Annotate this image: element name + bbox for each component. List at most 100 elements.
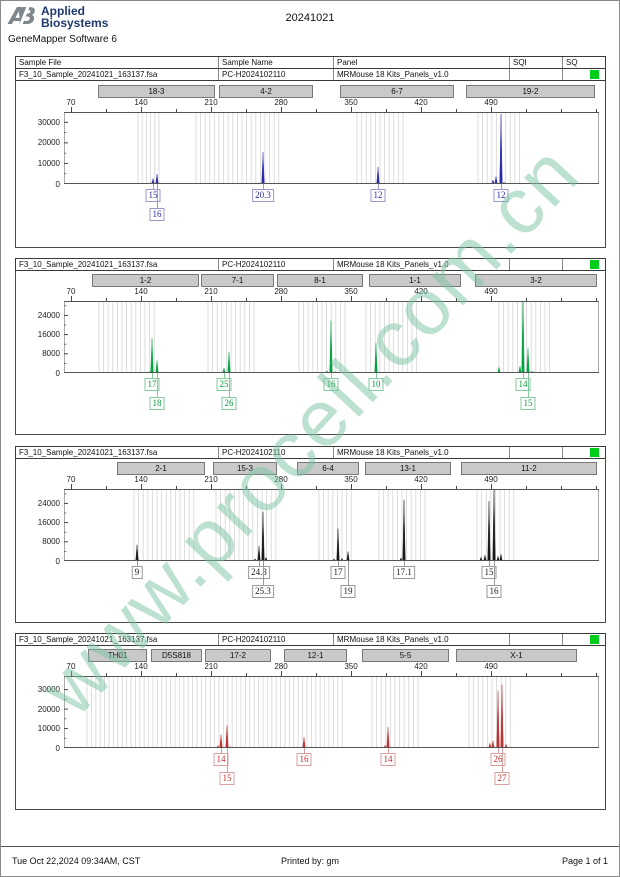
marker-bin-row: 2-1 15-3 6-4 13-1 11-2 — [64, 462, 599, 475]
brand-line-1: Applied — [41, 4, 85, 18]
allele-leader-line — [304, 748, 305, 753]
x-tick-mark — [491, 296, 492, 301]
x-tick-label: 70 — [66, 287, 76, 296]
marker-bin-row: TH01 D5S818 17-2 12-1 5-5 X-1 — [64, 649, 599, 662]
x-minor-tick-mark — [176, 298, 177, 301]
column-header-sqi: SQI — [510, 57, 563, 68]
allele-leader-line — [338, 561, 339, 566]
marker-bin-D5S818: D5S818 — [151, 649, 202, 662]
allele-call-label: 16 — [486, 585, 502, 598]
marker-bin-13-1: 13-1 — [365, 462, 451, 475]
allele-labels-row: 15 16 20.3 12 12 — [64, 184, 599, 230]
x-minor-tick-mark — [456, 486, 457, 489]
allele-leader-line — [152, 373, 153, 378]
y-tick-label: 10000 — [37, 158, 60, 168]
allele-leader-line — [331, 373, 332, 378]
x-tick-mark — [491, 671, 492, 676]
y-tick-label: 0 — [55, 743, 60, 753]
marker-bin-7-1: 7-1 — [201, 274, 274, 287]
x-axis-row: 70 140 210 280 350 420 490 — [64, 475, 599, 489]
plot-area — [64, 301, 599, 373]
x-tick-label: 70 — [66, 662, 76, 671]
allele-call-label: 17 — [144, 378, 160, 391]
x-minor-tick-mark — [561, 673, 562, 676]
sqi-value — [510, 447, 563, 458]
x-minor-tick-mark — [561, 486, 562, 489]
x-minor-tick-mark — [106, 486, 107, 489]
x-tick-label: 140 — [134, 287, 148, 296]
allele-call-label: 9 — [131, 566, 143, 579]
allele-call-label: 24.3 — [248, 566, 270, 579]
y-tick-label: 16000 — [37, 518, 60, 528]
allele-call-label: 10 — [368, 378, 384, 391]
x-minor-tick-mark — [176, 109, 177, 112]
marker-bin-2-1: 2-1 — [117, 462, 205, 475]
electropherogram-panel-blue: Sample File Sample Name Panel SQI SQ F3_… — [15, 56, 606, 248]
sample-file-value: F3_10_Sample_20241021_163137.fsa — [16, 259, 219, 270]
x-tick-label: 420 — [414, 662, 428, 671]
x-tick-mark — [281, 296, 282, 301]
allele-leader-line — [224, 373, 225, 378]
sqi-value — [510, 259, 563, 270]
allele-leader-line — [501, 184, 502, 189]
x-minor-tick-mark — [386, 298, 387, 301]
x-tick-mark — [421, 107, 422, 112]
sqi-value — [510, 634, 563, 645]
x-minor-tick-mark — [596, 109, 597, 112]
allele-leader-line — [528, 373, 529, 397]
marker-bin-6-4: 6-4 — [297, 462, 359, 475]
x-minor-tick-mark — [561, 298, 562, 301]
x-tick-mark — [71, 107, 72, 112]
x-minor-tick-mark — [386, 673, 387, 676]
allele-labels-row: 9 24.3 25.3 17 19 17.1 15 16 — [64, 561, 599, 607]
plot-area — [64, 676, 599, 748]
x-tick-label: 140 — [134, 98, 148, 107]
x-tick-label: 280 — [274, 475, 288, 484]
allele-call-label: 18 — [149, 397, 165, 410]
x-tick-mark — [141, 296, 142, 301]
marker-bin-11-2: 11-2 — [461, 462, 597, 475]
allele-call-label: 15 — [145, 189, 161, 202]
sample-name-value: PC-H2024102110 — [219, 634, 334, 645]
x-tick-mark — [71, 296, 72, 301]
x-minor-tick-mark — [246, 673, 247, 676]
column-header-sample-name: Sample Name — [219, 57, 334, 68]
allele-leader-line — [227, 748, 228, 772]
x-tick-label: 490 — [484, 662, 498, 671]
allele-call-label: 12 — [493, 189, 509, 202]
x-tick-mark — [141, 107, 142, 112]
x-minor-tick-mark — [596, 673, 597, 676]
allele-call-label: 14 — [213, 753, 229, 766]
x-tick-mark — [281, 484, 282, 489]
electropherogram-trace — [64, 676, 599, 748]
allele-leader-line — [259, 561, 260, 566]
electropherogram-trace — [64, 112, 599, 184]
x-minor-tick-mark — [106, 298, 107, 301]
panel-name-value: MRMouse 18 Kits_Panels_v1.0 — [334, 634, 510, 645]
sq-quality-indicator — [590, 260, 599, 269]
sample-name-value: PC-H2024102110 — [219, 259, 334, 270]
sample-file-value: F3_10_Sample_20241021_163137.fsa — [16, 69, 219, 80]
x-tick-label: 490 — [484, 287, 498, 296]
print-datetime: Tue Oct 22,2024 09:34AM, CST — [12, 856, 141, 866]
sq-cell — [563, 634, 605, 645]
allele-leader-line — [489, 561, 490, 566]
x-tick-mark — [141, 484, 142, 489]
sample-row: F3_10_Sample_20241021_163137.fsa PC-H202… — [15, 633, 606, 646]
printed-by: Printed by: gm — [280, 856, 340, 866]
allele-leader-line — [378, 184, 379, 189]
y-tick-label: 30000 — [37, 117, 60, 127]
sample-row: F3_10_Sample_20241021_163137.fsa PC-H202… — [15, 446, 606, 459]
x-minor-tick-mark — [596, 298, 597, 301]
x-minor-tick-mark — [561, 109, 562, 112]
x-minor-tick-mark — [106, 109, 107, 112]
sq-quality-indicator — [590, 448, 599, 457]
marker-bin-TH01: TH01 — [88, 649, 147, 662]
allele-labels-row: 17 18 25 26 16 10 14 15 — [64, 373, 599, 419]
sample-name-value: PC-H2024102110 — [219, 447, 334, 458]
marker-bin-3-2: 3-2 — [475, 274, 597, 287]
y-tick-label: 20000 — [37, 704, 60, 714]
y-tick-label: 16000 — [37, 330, 60, 340]
allele-leader-line — [494, 561, 495, 585]
sq-cell — [563, 447, 605, 458]
